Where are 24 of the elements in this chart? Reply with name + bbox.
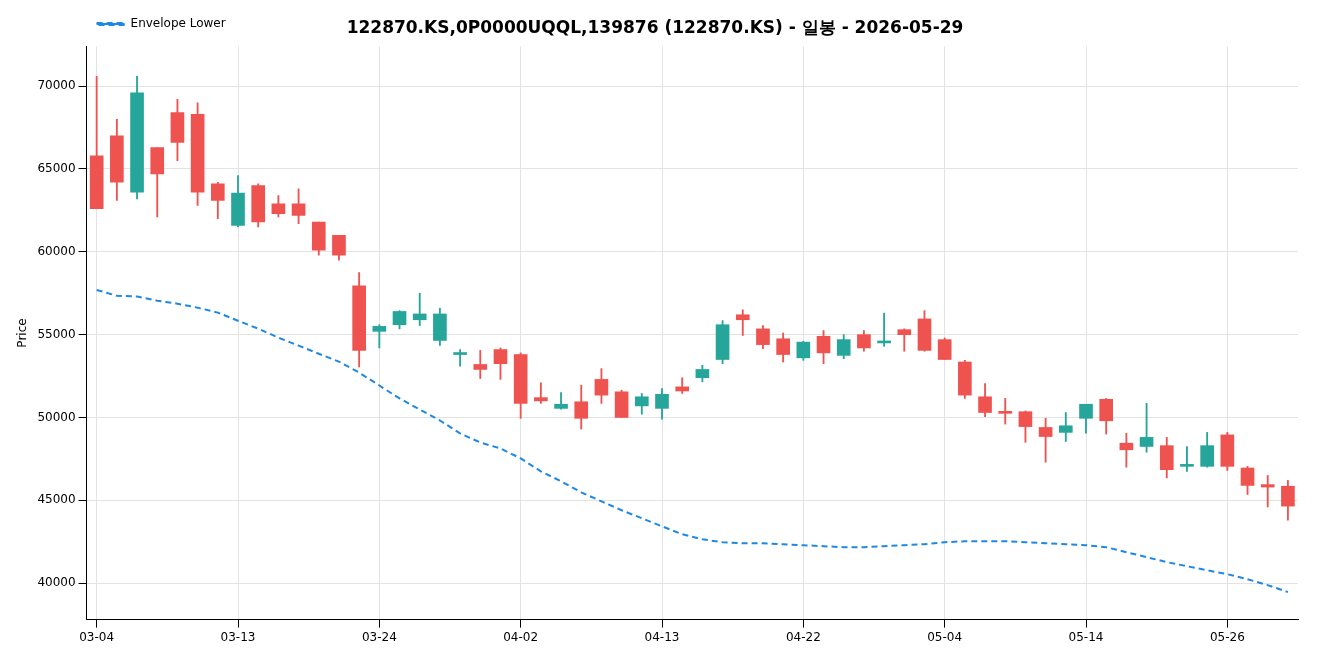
legend-label: Envelope Lower: [130, 16, 226, 31]
x-tick-label: 05-26: [1209, 629, 1245, 644]
y-tick-label: 45000: [37, 492, 76, 507]
x-tick-label: 03-24: [361, 629, 397, 644]
x-tick-label: 03-04: [79, 629, 115, 644]
y-tick-label: 55000: [37, 326, 76, 341]
x-tick-label: 04-13: [644, 629, 680, 644]
y-axis-title: Price: [15, 318, 30, 348]
line-series: [95, 288, 1289, 594]
x-tick-label: 05-14: [1068, 629, 1104, 644]
chart-title: 122870.KS,0P0000UQQL,139876 (122870.KS) - 일봉 - 2026-05-29: [346, 16, 964, 37]
y-tick-label: 65000: [37, 161, 76, 176]
y-tick-label: 40000: [37, 575, 76, 590]
candlestick: [1260, 475, 1275, 508]
y-tick-label: 70000: [37, 78, 76, 93]
candlestick: [534, 382, 548, 404]
x-tick-label: 05-04: [927, 629, 963, 644]
x-tick-label: 04-02: [503, 629, 539, 644]
candlestick: [998, 398, 1013, 425]
x-tick-label: 03-13: [220, 629, 256, 644]
x-tick-label: 04-22: [785, 629, 821, 644]
y-tick-label: 50000: [37, 409, 76, 424]
candlestick: [1180, 446, 1194, 472]
y-tick-label: 60000: [37, 243, 76, 258]
